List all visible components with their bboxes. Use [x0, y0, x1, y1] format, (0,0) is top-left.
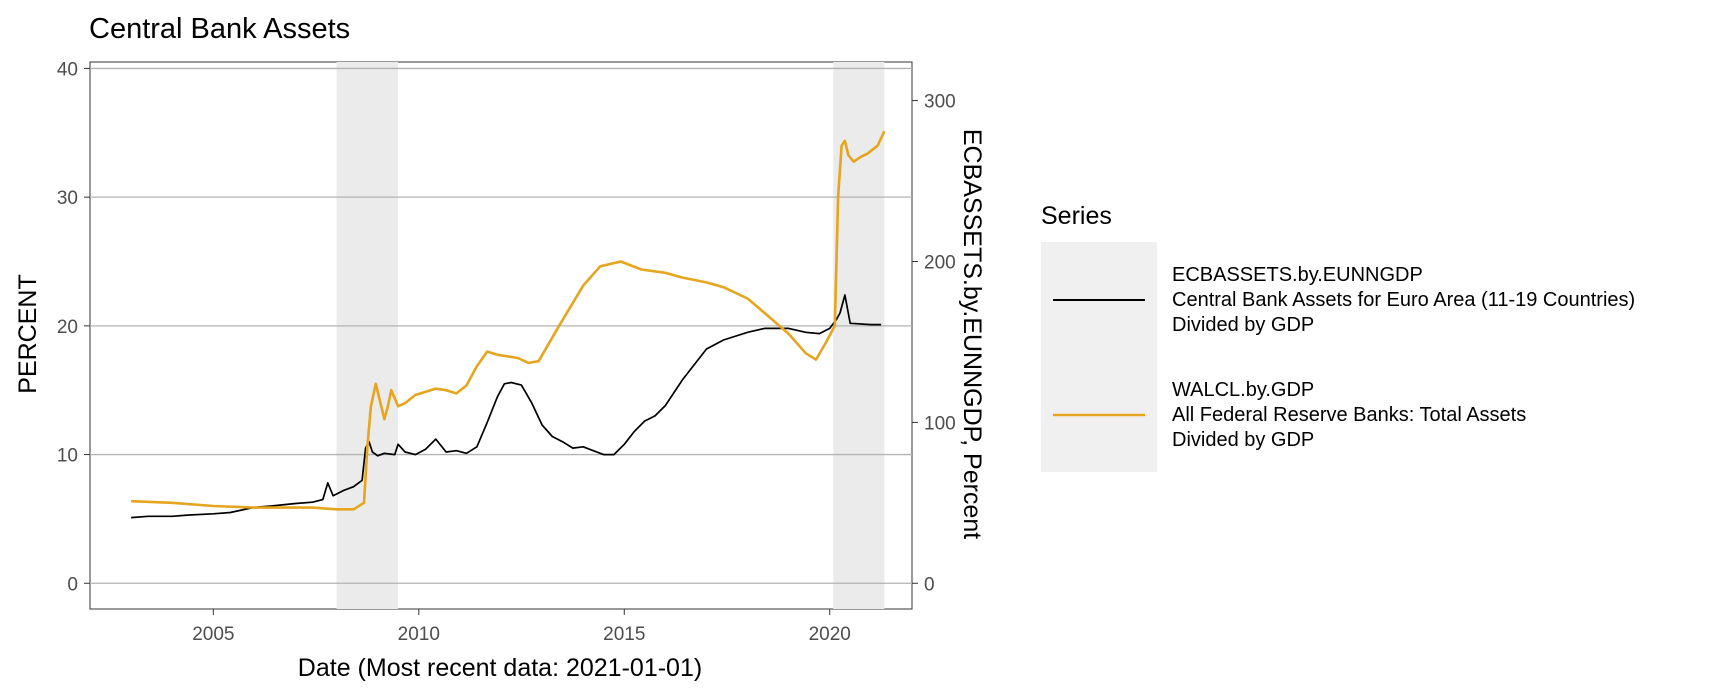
legend-title: Series: [1041, 202, 1112, 230]
legend-key-background: [1041, 242, 1157, 472]
y2-tick-label-100: 100: [924, 413, 956, 434]
legend-label-1-line-3: Divided by GDP: [1172, 314, 1314, 336]
y2-tick-label-300: 300: [924, 92, 956, 113]
plot-panel: [89, 61, 913, 610]
y-tick-label-0: 0: [67, 574, 78, 595]
y-tick-label-20: 20: [57, 317, 78, 338]
y2-tick-label-200: 200: [924, 252, 956, 273]
chart-title: Central Bank Assets: [89, 13, 350, 45]
legend-label-2-line-2: All Federal Reserve Banks: Total Assets: [1172, 404, 1526, 426]
series-lines: [131, 130, 886, 519]
y-axis-title: PERCENT: [14, 274, 42, 393]
y-tick-label-30: 30: [57, 188, 78, 209]
legend-label-2-line-1: WALCL.by.GDP: [1172, 379, 1314, 401]
right-y-axis: 0 100 200 300: [912, 92, 956, 595]
recession-band-2: [833, 62, 885, 609]
legend-label-2-line-3: Divided by GDP: [1172, 429, 1314, 451]
x-axis: 2005 2010 2015 2020: [192, 609, 851, 645]
recession-bands: [336, 62, 885, 609]
y-tick-label-40: 40: [57, 59, 78, 80]
left-y-axis: 0 10 20 30 40: [57, 59, 90, 595]
y2-tick-label-0: 0: [924, 574, 935, 595]
horizontal-gridlines: [90, 67, 912, 584]
right-y-axis-title: ECBASSETS.by.EUNNGDP, Percent: [958, 129, 986, 539]
x-axis-title: Date (Most recent data: 2021-01-01): [298, 654, 702, 682]
panel-border: [89, 61, 913, 610]
x-tick-label-2005: 2005: [192, 624, 234, 645]
series-line-2: [131, 130, 886, 511]
x-tick-label-2020: 2020: [809, 624, 851, 645]
y-tick-label-10: 10: [57, 446, 78, 467]
legend-label-1-line-2: Central Bank Assets for Euro Area (11-19…: [1172, 289, 1635, 311]
legend-entries: ECBASSETS.by.EUNNGDP Central Bank Assets …: [1053, 264, 1635, 451]
legend: Series ECBASSETS.by.EUNNGDP Central Bank …: [1041, 202, 1635, 472]
x-tick-label-2010: 2010: [398, 624, 440, 645]
series-line-1: [131, 294, 882, 519]
x-tick-label-2015: 2015: [603, 624, 645, 645]
legend-label-1-line-1: ECBASSETS.by.EUNNGDP: [1172, 264, 1423, 286]
recession-band-1: [336, 62, 398, 609]
